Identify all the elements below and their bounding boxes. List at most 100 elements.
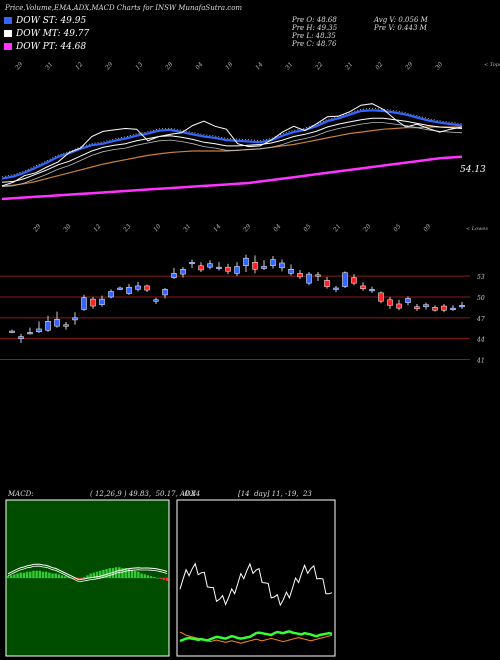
price-axis-tick: 47	[476, 316, 485, 323]
candle-body	[450, 307, 456, 310]
candle-body	[243, 257, 249, 267]
macd-histogram-bar	[127, 569, 131, 578]
macd-histogram-bar	[67, 577, 70, 578]
macd-histogram-bar	[130, 569, 134, 578]
stat-pre-volume: Pre V: 0.443 M	[374, 24, 427, 32]
macd-histogram-bar	[134, 570, 137, 578]
upper-bottom-tick: 20	[362, 223, 373, 234]
legend-label-st: DOW ST: 49.95	[16, 15, 87, 26]
candle-body	[405, 298, 411, 303]
legend-label-mt: DOW MT: 49.77	[16, 28, 90, 39]
candle-body	[117, 287, 123, 290]
candle-body	[360, 285, 366, 289]
macd-histogram-bar	[165, 578, 169, 581]
upper-top-tick: 28	[164, 61, 175, 72]
price-axis-tick: 41	[476, 358, 485, 365]
adx-label: ADX	[180, 490, 196, 498]
price-axis-tick: 53	[477, 274, 485, 281]
candle-body	[36, 328, 42, 332]
candle-body	[9, 330, 15, 333]
upper-bottom-tick: 31	[182, 223, 192, 233]
macd-histogram-bar	[159, 578, 162, 579]
candle-body	[270, 259, 276, 267]
adx-plus-di-line	[179, 630, 333, 643]
macd-histogram-bar	[162, 578, 166, 580]
stat-pre-open: Pre O: 48.68	[292, 16, 337, 24]
upper-top-tick: 29	[14, 61, 25, 72]
macd-histogram-bar	[51, 573, 54, 578]
macd-histogram-bar	[6, 576, 10, 578]
price-axis-tick: 44	[476, 337, 485, 344]
macd-histogram-bar	[143, 574, 146, 578]
adx-panel-bg	[176, 499, 336, 657]
adx-line	[179, 562, 333, 607]
macd-histogram-bar	[79, 578, 83, 579]
lower-corner-label: < Lowes	[466, 226, 488, 232]
candle-body	[369, 289, 375, 292]
candle-body	[414, 306, 420, 310]
macd-histogram-bar	[19, 572, 22, 578]
candle-body	[180, 268, 186, 275]
candle-body	[234, 266, 240, 274]
candle-body	[387, 299, 393, 306]
candle-body	[432, 307, 438, 311]
macd-histogram-bar	[9, 575, 13, 578]
macd-histogram-bar	[60, 575, 64, 578]
macd-line	[7, 563, 168, 580]
upper-top-tick: 21	[344, 61, 355, 72]
macd-histogram-bar	[102, 569, 105, 578]
candle-body	[315, 274, 321, 277]
stat-avg-volume: Avg V: 0.056 M	[374, 16, 428, 24]
macd-histogram-bar	[16, 573, 19, 578]
upper-bottom-tick: 29	[32, 223, 43, 234]
upper-top-tick: 12	[74, 61, 84, 71]
chart-title: Price,Volume,EMA,ADX,MACD Charts for INS…	[5, 4, 243, 12]
upper-bottom-tick: 30	[62, 223, 72, 233]
adx-params: [14 day] 11, -19, 23	[238, 490, 312, 498]
upper-bottom-tick: 09	[422, 223, 432, 233]
macd-histogram-bar	[22, 572, 26, 578]
legend-dow-st: DOW ST: 49.95	[4, 14, 86, 27]
upper-bottom-tick: 05	[392, 223, 402, 233]
candle-body	[54, 318, 60, 327]
legend-dow-pt: DOW PT: 44.68	[4, 40, 86, 53]
candle-body	[378, 292, 384, 302]
candle-body	[126, 287, 132, 294]
macd-histogram-bar	[92, 572, 96, 578]
macd-histogram-bar	[86, 575, 89, 578]
macd-histogram-bar	[156, 578, 159, 579]
candle-body	[297, 273, 303, 278]
macd-histogram-bar	[25, 571, 29, 578]
macd-histogram-bar	[89, 573, 92, 578]
macd-histogram-bar	[41, 571, 45, 578]
macd-histogram-bar	[124, 568, 127, 578]
stat-pre-high: Pre H: 49.35	[292, 24, 338, 32]
legend-label-pt: DOW PT: 44.68	[16, 41, 87, 52]
macd-label: MACD:	[8, 490, 34, 498]
macd-histogram-bar	[35, 570, 38, 578]
series-dow-pt-line	[1, 155, 463, 201]
macd-histogram-bar	[83, 577, 86, 578]
upper-bottom-tick: 10	[152, 223, 162, 233]
candle-body	[351, 277, 357, 284]
macd-signal-line	[7, 565, 168, 582]
upper-top-tick: 13	[134, 61, 144, 71]
candle-body	[27, 332, 33, 335]
candle-body	[153, 299, 159, 302]
candle-body	[261, 266, 267, 269]
candle-body	[72, 317, 78, 321]
candle-body	[135, 285, 141, 290]
upper-top-tick: 29	[104, 61, 115, 72]
macd-histogram-bar	[149, 576, 153, 578]
candle-body	[90, 298, 96, 307]
upper-top-tick: 29	[404, 61, 415, 72]
series-dow-st-line	[1, 109, 463, 180]
candle-body	[288, 268, 294, 274]
legend-swatch-st	[4, 17, 12, 24]
upper-top-tick: 14	[254, 61, 264, 71]
upper-bottom-tick: 05	[302, 223, 312, 233]
macd-histogram-bar	[64, 576, 67, 578]
series-mid-line-2	[1, 122, 463, 187]
legend-dow-mt: DOW MT: 49.77	[4, 27, 89, 40]
stat-pre-close: Pre C: 48.76	[292, 40, 337, 48]
